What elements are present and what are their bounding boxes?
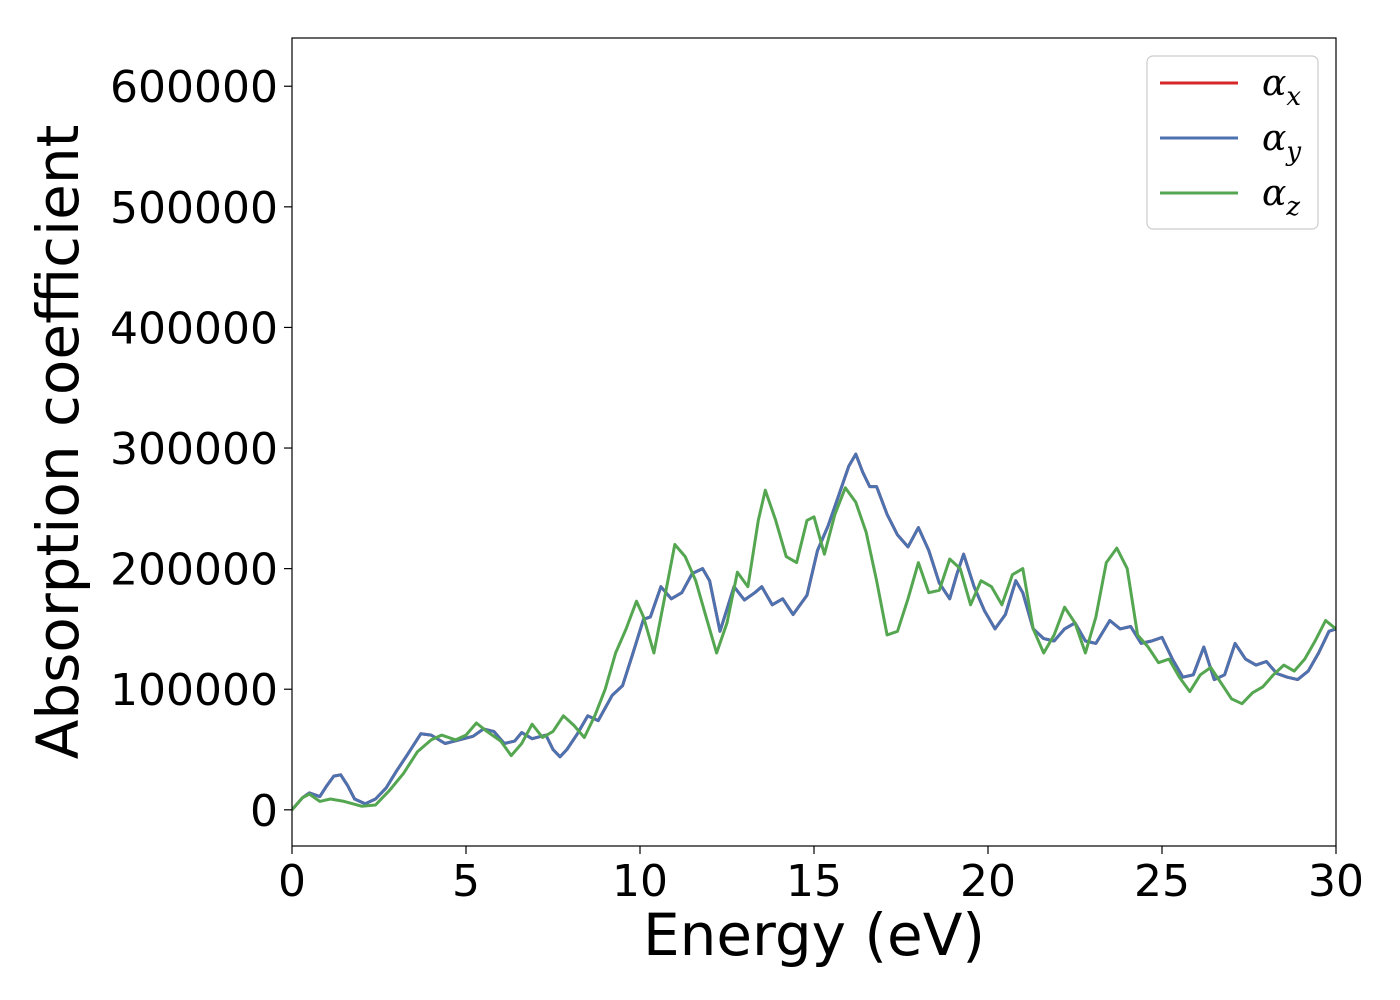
x-tick-label: 30 [1308,856,1364,907]
legend-label: αz [1262,173,1300,222]
x-axis-ticks: 0 5 10 15 20 25 30 [278,846,1364,907]
legend-box [1146,55,1319,230]
legend: αx αy αz [1146,55,1319,230]
y-tick-label: 400000 [110,303,278,354]
series-layer [292,452,1336,811]
y-tick-label: 500000 [110,183,278,234]
y-axis-title: Absorption coefficient [24,125,92,760]
legend-label: αy [1262,118,1301,167]
y-axis-ticks: 0 100000 200000 300000 400000 500000 600000 [110,62,292,837]
y-tick-label: 600000 [110,62,278,113]
x-tick-label: 20 [960,856,1016,907]
y-tick-label: 0 [250,786,278,837]
legend-label: αx [1262,63,1301,112]
x-tick-label: 15 [786,856,842,907]
legend-entry-z: αz [1160,173,1300,222]
x-axis-title: Energy (eV) [643,901,985,969]
x-tick-label: 0 [278,856,306,907]
series-line-z [292,486,1336,811]
legend-entry-x: αx [1160,63,1301,112]
series-line-y [292,452,1336,811]
x-tick-label: 25 [1134,856,1190,907]
legend-entry-y: αy [1160,118,1301,167]
y-tick-label: 300000 [110,424,278,475]
y-tick-label: 200000 [110,545,278,596]
x-tick-label: 10 [612,856,668,907]
x-tick-label: 5 [452,856,480,907]
y-tick-label: 100000 [110,665,278,716]
